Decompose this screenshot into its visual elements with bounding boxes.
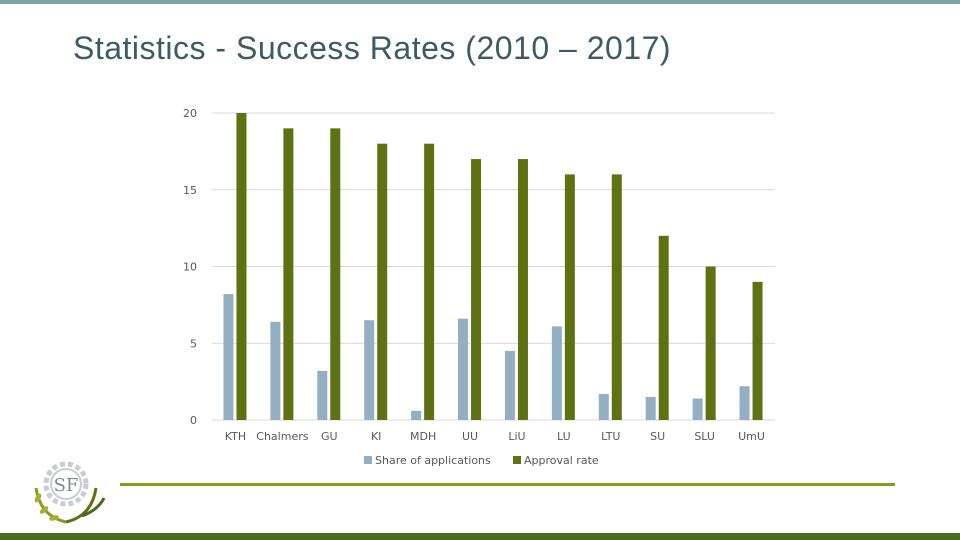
y-tick-label: 10	[183, 261, 197, 274]
x-category-label: SU	[650, 430, 665, 443]
y-axis-ticks: 0 5 10 15 20	[183, 107, 197, 427]
legend-swatch	[513, 456, 521, 464]
bar-share-of-applications-ltu	[598, 393, 609, 420]
y-tick-label: 15	[183, 184, 197, 197]
x-category-label: SLU	[694, 430, 715, 443]
gear-icon	[43, 461, 89, 507]
bar-share-of-applications-ki	[364, 320, 375, 420]
y-tick-label: 0	[190, 414, 197, 427]
x-category-label: MDH	[410, 430, 436, 443]
bar-approval-rate-liu	[517, 159, 528, 421]
bar-approval-rate-lu	[564, 174, 575, 420]
organization-logo: SF	[34, 461, 106, 524]
x-category-label: LiU	[508, 430, 525, 443]
bar-share-of-applications-slu	[692, 398, 703, 420]
legend: Share of applications Approval rate	[364, 454, 599, 467]
bar-share-of-applications-kth	[223, 294, 234, 420]
bar-share-of-applications-su	[645, 396, 656, 420]
bar-approval-rate-ki	[377, 143, 388, 420]
bottom-accent-bar	[0, 533, 960, 540]
bar-approval-rate-ltu	[611, 174, 622, 420]
footer-divider	[120, 483, 895, 486]
legend-label: Share of applications	[375, 454, 491, 467]
page-title: Statistics - Success Rates (2010 – 2017)	[73, 30, 672, 66]
bars	[223, 113, 763, 421]
legend-label: Approval rate	[524, 454, 599, 467]
bar-share-of-applications-gu	[317, 370, 328, 420]
top-accent-bar	[0, 0, 960, 4]
y-tick-label: 5	[190, 337, 197, 350]
bar-share-of-applications-uu	[458, 318, 469, 420]
bar-share-of-applications-umu	[739, 386, 750, 420]
laurel-icon	[34, 487, 106, 524]
bar-approval-rate-su	[658, 235, 669, 420]
gridlines	[212, 112, 775, 421]
bar-share-of-applications-mdh	[411, 410, 422, 420]
x-category-label: KI	[371, 430, 381, 443]
bar-approval-rate-uu	[471, 159, 482, 421]
logo-letters: SF	[54, 475, 79, 496]
x-category-label: Chalmers	[256, 430, 308, 443]
bar-approval-rate-mdh	[424, 143, 435, 420]
bar-approval-rate-kth	[236, 113, 247, 420]
y-tick-label: 20	[183, 107, 197, 120]
legend-swatch	[364, 456, 372, 464]
bar-share-of-applications-chalmers	[270, 321, 281, 420]
bar-approval-rate-gu	[330, 128, 341, 420]
x-category-label: UmU	[738, 430, 765, 443]
x-category-label: KTH	[225, 430, 246, 443]
bar-share-of-applications-liu	[504, 350, 515, 420]
x-category-label: LTU	[601, 430, 620, 443]
x-category-label: UU	[462, 430, 478, 443]
bar-share-of-applications-lu	[551, 326, 562, 420]
bar-approval-rate-umu	[752, 281, 763, 420]
x-axis-categories: KTH Chalmers GU KI MDH UU LiU LU LTU SU SLU UmU	[225, 430, 765, 443]
bar-approval-rate-chalmers	[283, 128, 294, 420]
bar-approval-rate-slu	[705, 266, 716, 420]
x-category-label: LU	[557, 430, 571, 443]
x-category-label: GU	[321, 430, 338, 443]
